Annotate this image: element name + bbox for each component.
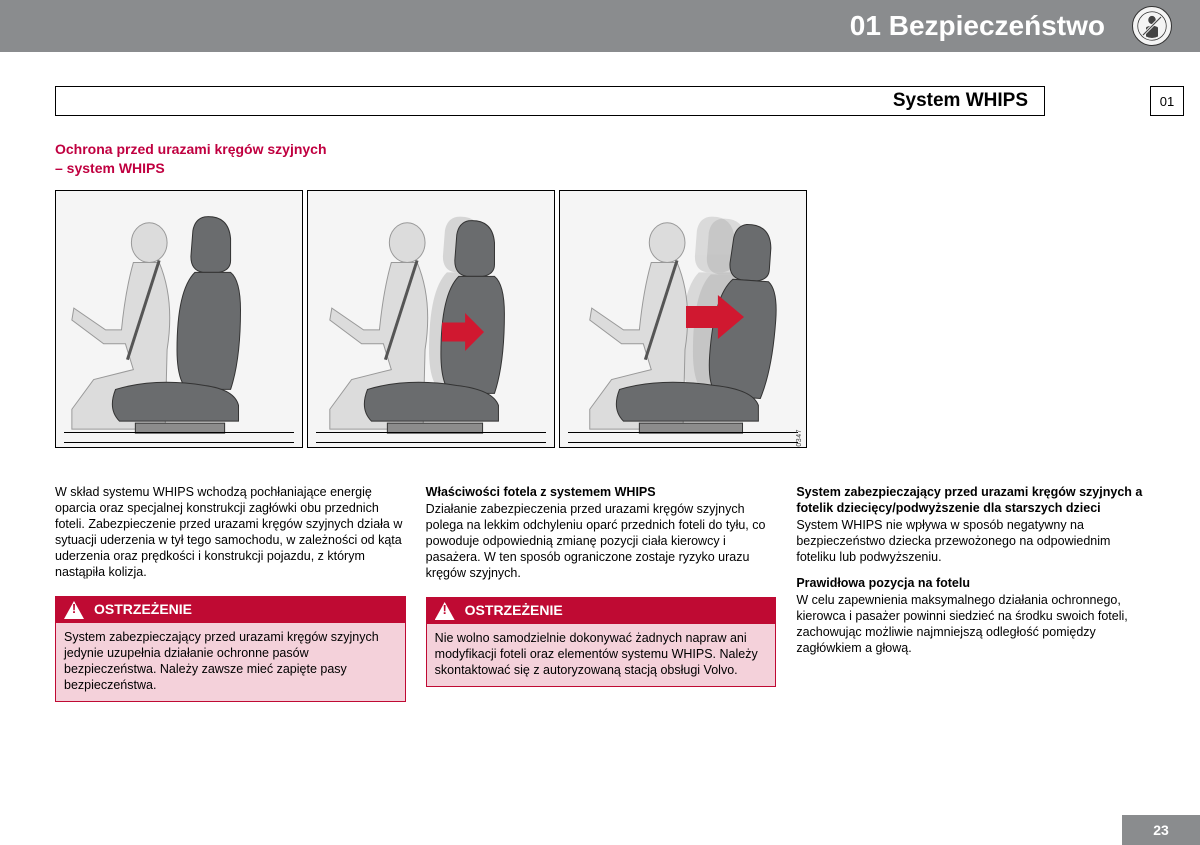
warning-box: OSTRZEŻENIE Nie wolno samodzielnie dokon… <box>426 597 777 687</box>
illustration-code: G021 0347 <box>796 429 803 448</box>
chapter-index-tab: 01 <box>1150 86 1184 116</box>
warning-header: OSTRZEŻENIE <box>427 598 776 624</box>
seat-illustration-2 <box>307 190 555 448</box>
seat-illustration-1 <box>55 190 303 448</box>
illustration-row: G021 0347 <box>55 190 807 448</box>
column-3: System zabezpieczający przed urazami krę… <box>796 484 1147 702</box>
body-text: W celu zapewnienia maksymalnego działani… <box>796 592 1147 656</box>
subheading: Prawidłowa pozycja na fotelu <box>796 575 1147 591</box>
warning-triangle-icon <box>64 601 84 619</box>
body-columns: W skład systemu WHIPS wchodzą pochłaniaj… <box>55 484 1147 702</box>
column-2: Właściwości fotela z systemem WHIPS Dzia… <box>426 484 777 702</box>
page-number: 23 <box>1122 815 1200 845</box>
body-text: Działanie zabezpieczenia przed urazami k… <box>426 501 777 581</box>
chapter-header: 01 Bezpieczeństwo <box>0 0 1200 52</box>
seat-illustration-3: G021 0347 <box>559 190 807 448</box>
subheading: Właściwości fotela z systemem WHIPS <box>426 484 777 500</box>
warning-title: OSTRZEŻENIE <box>94 601 192 619</box>
chapter-index-label: 01 <box>1160 94 1174 109</box>
warning-body: Nie wolno samodzielnie dokonywać żadnych… <box>427 624 776 686</box>
body-text: W skład systemu WHIPS wchodzą pochłaniaj… <box>55 484 406 580</box>
warning-box: OSTRZEŻENIE System zabezpieczający przed… <box>55 596 406 702</box>
warning-header: OSTRZEŻENIE <box>56 597 405 623</box>
section-title: System WHIPS <box>893 90 1028 112</box>
column-1: W skład systemu WHIPS wchodzą pochłaniaj… <box>55 484 406 702</box>
warning-body: System zabezpieczający przed urazami krę… <box>56 623 405 701</box>
seatbelt-icon <box>1132 6 1172 46</box>
chapter-title: 01 Bezpieczeństwo <box>850 10 1105 42</box>
warning-title: OSTRZEŻENIE <box>465 602 563 620</box>
section-title-bar: System WHIPS <box>55 86 1045 116</box>
warning-triangle-icon <box>435 602 455 620</box>
subheading: System zabezpieczający przed urazami krę… <box>796 484 1147 516</box>
subsection-heading: Ochrona przed urazami kręgów szyjnych – … <box>55 140 455 178</box>
body-text: System WHIPS nie wpływa w sposób negatyw… <box>796 517 1147 565</box>
